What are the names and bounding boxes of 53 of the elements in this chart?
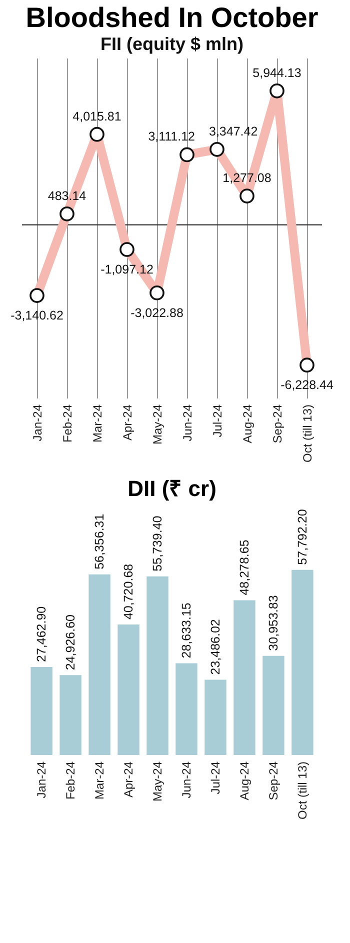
bar xyxy=(204,680,226,755)
bar xyxy=(176,663,198,755)
x-tick-label: Jun-24 xyxy=(180,404,194,442)
data-label: 30,953.83 xyxy=(266,595,280,651)
data-label: 3,347.42 xyxy=(209,124,258,138)
data-label: 40,720.68 xyxy=(122,564,136,620)
x-tick-label: Oct (till 13) xyxy=(300,404,314,463)
data-label: 1,277.08 xyxy=(222,171,272,186)
x-tick-label: Apr-24 xyxy=(122,761,136,798)
data-label: -1,097.12 xyxy=(100,262,154,277)
bar xyxy=(88,574,110,755)
x-tick-label: Jun-24 xyxy=(179,761,194,798)
data-label: 23,486.02 xyxy=(208,619,222,675)
data-label: 55,739.40 xyxy=(150,516,165,572)
data-label: 483.14 xyxy=(48,188,86,203)
x-tick-label: Mar-24 xyxy=(92,761,107,800)
bar xyxy=(30,667,52,755)
x-tick-label: Feb-24 xyxy=(64,761,78,800)
x-tick-label: Oct (till 13) xyxy=(295,762,310,820)
chart-subtitle: FII (equity $ mln) xyxy=(100,34,244,54)
data-label: 56,356.31 xyxy=(92,514,107,570)
data-label: 27,462.90 xyxy=(34,606,49,662)
bar xyxy=(262,656,284,755)
bar xyxy=(146,576,168,755)
x-tick-label: Aug-24 xyxy=(237,761,252,800)
x-tick-label: Mar-24 xyxy=(90,404,104,443)
x-tick-label: Jul-24 xyxy=(210,404,224,438)
data-label: 24,926.60 xyxy=(64,614,78,670)
x-tick-label: Sep-24 xyxy=(266,761,280,800)
bar xyxy=(60,675,82,755)
x-tick-label: Aug-24 xyxy=(240,404,254,444)
bar xyxy=(292,570,314,755)
x-tick-label: Jan-24 xyxy=(34,761,49,798)
data-label: 57,792.20 xyxy=(295,509,310,565)
data-label: 5,944.13 xyxy=(252,66,302,80)
data-label: 28,633.15 xyxy=(179,602,194,658)
chart-title: Bloodshed In October xyxy=(26,2,318,33)
data-label: -3,022.88 xyxy=(130,306,184,320)
data-label: -6,228.44 xyxy=(280,378,334,392)
x-tick-label: Jul-24 xyxy=(208,761,222,794)
data-label: 48,278.65 xyxy=(237,540,252,596)
x-tick-label: Jan-24 xyxy=(30,404,44,442)
data-label: 4,015.81 xyxy=(72,109,122,124)
x-tick-label: May-24 xyxy=(150,761,165,802)
x-tick-label: Feb-24 xyxy=(60,404,74,443)
bar xyxy=(118,624,140,755)
chart-title: DII (₹ cr) xyxy=(128,476,216,501)
data-label: 3,111.12 xyxy=(148,130,196,144)
x-tick-label: Sep-24 xyxy=(270,404,284,444)
bar xyxy=(234,600,256,755)
data-label: -3,140.62 xyxy=(10,308,64,323)
x-tick-label: Apr-24 xyxy=(120,404,134,441)
x-tick-label: May-24 xyxy=(150,404,164,445)
